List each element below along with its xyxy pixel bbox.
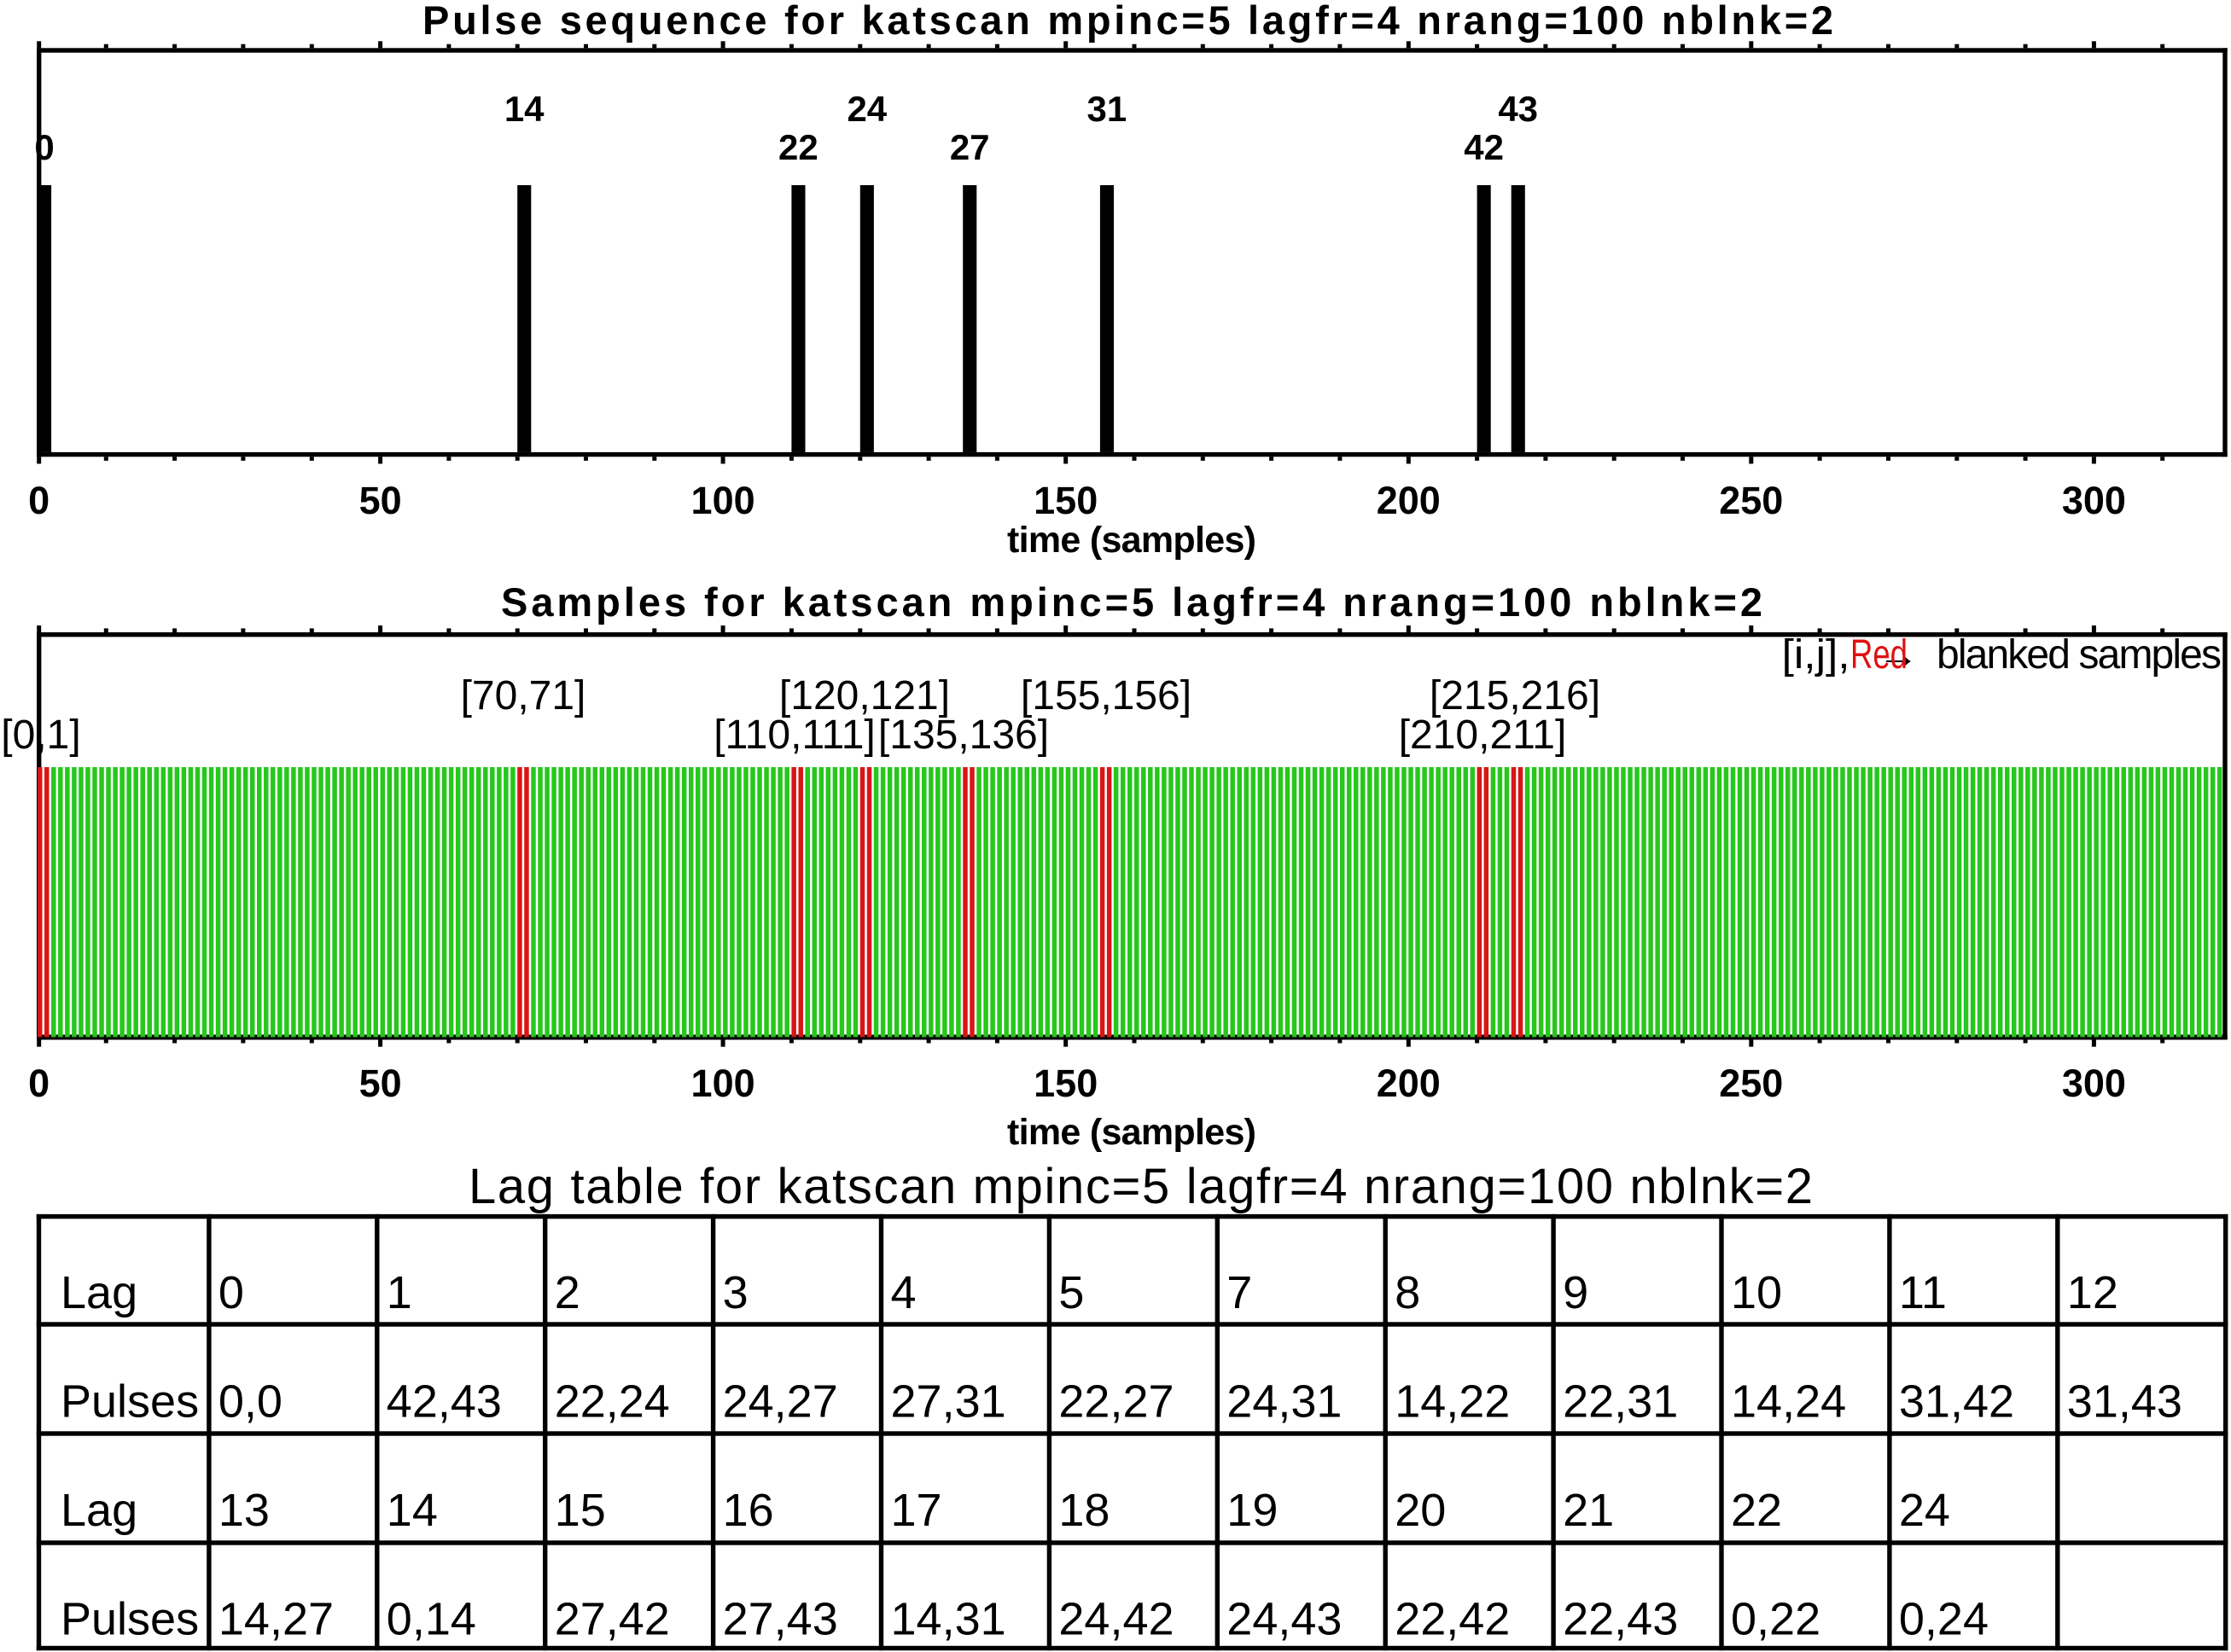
svg-text:150: 150: [1034, 1062, 1098, 1105]
svg-text:12: 12: [2067, 1267, 2118, 1318]
svg-text:24,31: 24,31: [1226, 1376, 1342, 1428]
svg-text:16: 16: [723, 1485, 774, 1536]
svg-text:2: 2: [555, 1267, 580, 1318]
svg-text:22: 22: [778, 127, 818, 167]
svg-text:22,27: 22,27: [1058, 1376, 1174, 1428]
svg-text:0,14: 0,14: [387, 1594, 476, 1645]
svg-text:[i,j],: [i,j],: [1782, 632, 1850, 678]
svg-text:[120,121]: [120,121]: [779, 673, 950, 718]
svg-text:18: 18: [1058, 1485, 1110, 1536]
svg-text:Lag: Lag: [61, 1267, 137, 1318]
svg-text:14,31: 14,31: [891, 1594, 1006, 1645]
svg-text:22,43: 22,43: [1563, 1594, 1678, 1645]
svg-text:24,42: 24,42: [1058, 1594, 1174, 1645]
svg-text:14,22: 14,22: [1395, 1376, 1510, 1428]
svg-text:8: 8: [1395, 1267, 1420, 1318]
svg-text:Pulse sequence for katscan mpi: Pulse sequence for katscan mpinc=5 lagfr…: [422, 0, 1833, 43]
svg-text:100: 100: [691, 1062, 755, 1105]
svg-text:9: 9: [1563, 1267, 1588, 1318]
svg-text:7: 7: [1226, 1267, 1252, 1318]
svg-text:[210,211]: [210,211]: [1399, 713, 1567, 758]
svg-text:100: 100: [691, 479, 755, 522]
svg-text:[110,111]: [110,111]: [714, 713, 876, 758]
svg-text:Pulses: Pulses: [61, 1594, 199, 1645]
svg-text:19: 19: [1226, 1485, 1278, 1536]
svg-text:0: 0: [34, 127, 54, 167]
svg-text:250: 250: [1719, 1062, 1783, 1105]
svg-text:[215,216]: [215,216]: [1430, 673, 1600, 718]
svg-text:14,27: 14,27: [218, 1594, 334, 1645]
svg-text:0,0: 0,0: [218, 1376, 283, 1428]
svg-text:200: 200: [1377, 479, 1441, 522]
svg-text:27: 27: [950, 127, 990, 167]
svg-text:43: 43: [1498, 89, 1538, 129]
svg-text:0,24: 0,24: [1899, 1594, 1989, 1645]
svg-text:0: 0: [218, 1267, 244, 1318]
svg-text:27,43: 27,43: [723, 1594, 838, 1645]
svg-text:time (samples): time (samples): [1007, 1112, 1256, 1153]
svg-text:14: 14: [504, 89, 545, 129]
svg-text:0: 0: [28, 479, 50, 522]
svg-text:5: 5: [1058, 1267, 1084, 1318]
svg-text:42: 42: [1464, 127, 1504, 167]
svg-text:22,31: 22,31: [1563, 1376, 1678, 1428]
svg-text:→: →: [1878, 632, 1919, 678]
svg-text:Samples for katscan mpinc=5 la: Samples for katscan mpinc=5 lagfr=4 nran…: [501, 579, 1762, 625]
svg-text:blanked samples: blanked samples: [1937, 632, 2222, 678]
svg-text:[135,136]: [135,136]: [878, 713, 1049, 758]
svg-text:200: 200: [1377, 1062, 1441, 1105]
svg-text:31,43: 31,43: [2067, 1376, 2182, 1428]
svg-text:24,27: 24,27: [723, 1376, 838, 1428]
svg-text:50: 50: [359, 1062, 402, 1105]
svg-text:13: 13: [218, 1485, 270, 1536]
svg-text:3: 3: [723, 1267, 749, 1318]
svg-text:300: 300: [2062, 1062, 2126, 1105]
svg-text:0,22: 0,22: [1731, 1594, 1820, 1645]
svg-text:4: 4: [891, 1267, 917, 1318]
svg-text:24: 24: [847, 89, 887, 129]
svg-text:14,24: 14,24: [1731, 1376, 1846, 1428]
svg-text:24,43: 24,43: [1226, 1594, 1342, 1645]
svg-text:22: 22: [1731, 1485, 1782, 1536]
svg-text:17: 17: [891, 1485, 942, 1536]
svg-text:14: 14: [387, 1485, 438, 1536]
svg-text:31: 31: [1087, 89, 1127, 129]
svg-text:10: 10: [1731, 1267, 1782, 1318]
svg-text:time (samples): time (samples): [1007, 520, 1256, 561]
svg-text:1: 1: [387, 1267, 412, 1318]
svg-text:300: 300: [2062, 479, 2126, 522]
svg-text:Lag: Lag: [61, 1485, 137, 1536]
svg-text:42,43: 42,43: [387, 1376, 502, 1428]
svg-text:[0,1]: [0,1]: [1, 713, 80, 758]
svg-text:11: 11: [1899, 1267, 1947, 1318]
svg-text:24: 24: [1899, 1485, 1950, 1536]
svg-text:31,42: 31,42: [1899, 1376, 2014, 1428]
svg-text:0: 0: [28, 1062, 50, 1105]
svg-text:250: 250: [1719, 479, 1783, 522]
svg-text:22,42: 22,42: [1395, 1594, 1510, 1645]
svg-text:[155,156]: [155,156]: [1021, 673, 1191, 718]
svg-text:27,31: 27,31: [891, 1376, 1006, 1428]
svg-text:22,24: 22,24: [555, 1376, 670, 1428]
svg-text:27,42: 27,42: [555, 1594, 670, 1645]
svg-text:50: 50: [359, 479, 402, 522]
svg-text:15: 15: [555, 1485, 606, 1536]
svg-text:150: 150: [1034, 479, 1098, 522]
svg-text:20: 20: [1395, 1485, 1446, 1536]
svg-text:Red: Red: [1850, 632, 1908, 678]
svg-text:[70,71]: [70,71]: [461, 673, 586, 718]
svg-text:21: 21: [1563, 1485, 1614, 1536]
svg-text:Pulses: Pulses: [61, 1376, 199, 1428]
